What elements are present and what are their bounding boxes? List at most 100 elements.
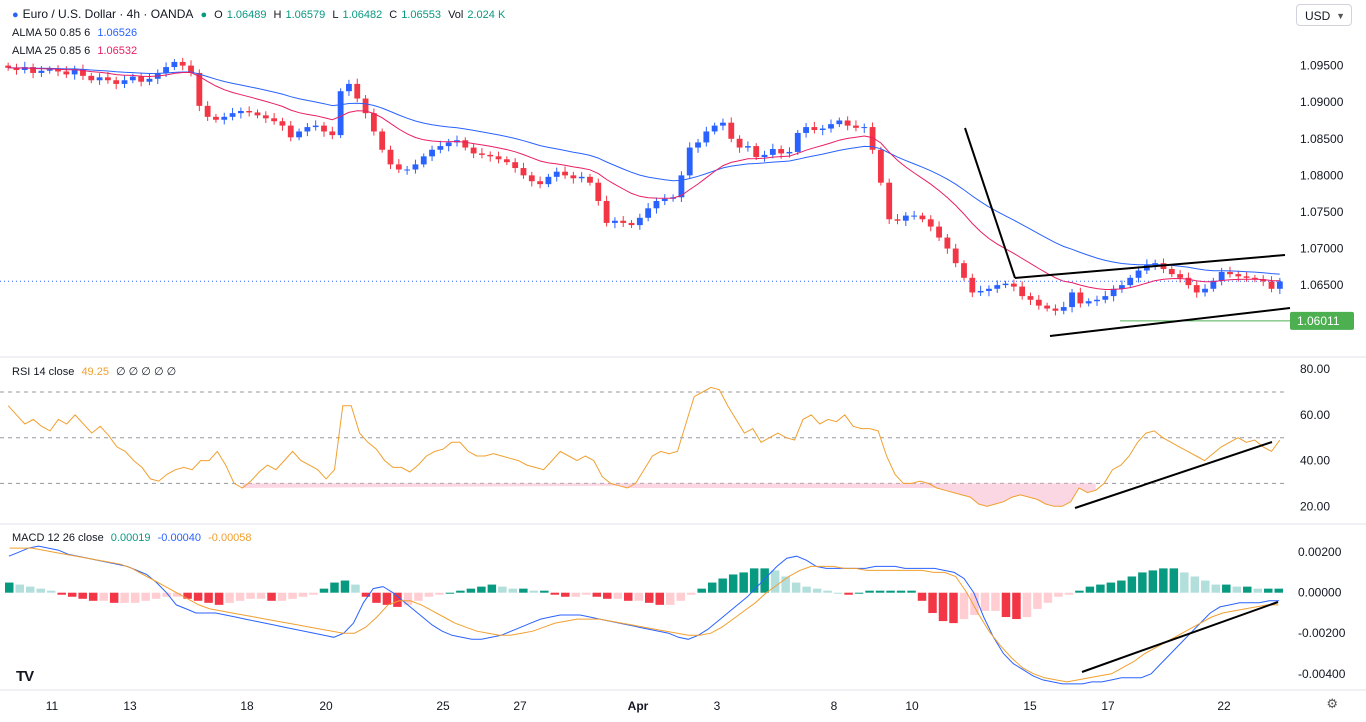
macd-hist-bar: [288, 592, 297, 599]
candle-body: [994, 285, 1001, 289]
candle-body: [1260, 279, 1267, 282]
macd-hist-bar: [1043, 592, 1053, 603]
macd-hist-bar: [1106, 582, 1116, 593]
macd-hist-bar: [319, 588, 329, 593]
macd-hist-bar: [25, 586, 35, 593]
price-y-tick: 1.09500: [1300, 59, 1344, 73]
vol-label: Vol: [448, 9, 464, 21]
macd-hist-bar: [162, 592, 171, 597]
macd-hist-bar: [760, 568, 769, 593]
candle-body: [113, 80, 120, 84]
candle-body: [1060, 307, 1067, 311]
macd-hist-bar: [67, 592, 77, 597]
tradingview-logo-icon[interactable]: TV: [16, 668, 34, 685]
macd-hist-bar: [582, 592, 591, 595]
candle-body: [196, 72, 203, 106]
alma25-legend[interactable]: ALMA 25 0.85 6 1.06532: [12, 45, 141, 57]
candle-body: [869, 127, 876, 150]
symbol-title[interactable]: Euro / U.S. Dollar · 4h · OANDA: [22, 7, 194, 21]
rsi-legend[interactable]: RSI 14 close 49.25 ∅ ∅ ∅ ∅ ∅: [12, 365, 180, 378]
macd-hist-bar: [508, 588, 518, 593]
candle-body: [1218, 271, 1225, 281]
market-status-icon: ●: [200, 9, 208, 21]
symbol-icon: ●: [12, 9, 19, 21]
ohlc-o-value: 1.06489: [226, 9, 267, 21]
candle-body: [1119, 285, 1125, 289]
candle-body: [13, 67, 20, 70]
candle-body: [612, 220, 618, 223]
x-tick-label: 15: [1023, 699, 1037, 713]
candle-body: [146, 78, 153, 82]
settings-gear-icon[interactable]: ⚙: [1326, 696, 1338, 711]
candle-body: [678, 175, 685, 198]
candle-body: [936, 226, 942, 238]
rsi-extra: ∅ ∅ ∅ ∅ ∅: [116, 366, 177, 378]
macd-hist-bar: [340, 580, 350, 593]
candle-body: [38, 70, 45, 73]
macd-hist-bar: [214, 592, 224, 605]
macd-hist-bar: [540, 590, 549, 593]
macd-hist-bar: [970, 592, 979, 615]
macd-hist-bar: [1201, 580, 1210, 593]
currency-select[interactable]: USD ▼: [1296, 4, 1352, 26]
candle-body: [636, 217, 643, 226]
candle-body: [204, 105, 211, 117]
candle-body: [1177, 274, 1184, 278]
candle-body: [911, 215, 918, 217]
macd-hist-bar: [561, 592, 570, 597]
candle-body: [104, 77, 111, 81]
macd-hist-bar: [781, 576, 790, 593]
candle-body: [370, 113, 377, 132]
macd-hist-bar: [917, 592, 927, 601]
candle-body: [55, 69, 61, 72]
macd-hist-bar: [718, 578, 727, 593]
candle-body: [844, 120, 851, 126]
candle-body: [653, 200, 660, 209]
price-y-tick: 1.06500: [1300, 278, 1344, 292]
candle-body: [803, 127, 809, 133]
alma50-legend[interactable]: ALMA 50 0.85 6 1.06526: [12, 27, 141, 39]
candle-body: [628, 222, 635, 226]
ohlc-h-label: H: [273, 9, 282, 21]
alma25-value: 1.06532: [97, 45, 138, 57]
support-label-bg: [1290, 311, 1354, 330]
macd-hist-bar: [634, 592, 643, 601]
ohlc-h-value: 1.06579: [285, 9, 326, 21]
candle-body: [88, 75, 95, 81]
x-tick-label: 20: [319, 699, 333, 713]
candle-body: [853, 125, 859, 128]
candle-body: [794, 132, 801, 152]
ohlc-c-value: 1.06553: [401, 9, 441, 21]
candle-body: [287, 125, 294, 138]
macd-hist-bar: [665, 592, 675, 605]
candle-body: [503, 159, 510, 163]
macd-hist-bar: [959, 592, 969, 620]
macd-hist-bar: [1033, 592, 1042, 609]
candle-body: [761, 154, 768, 158]
macd-hist-bar: [823, 590, 832, 593]
macd-hist-bar: [571, 592, 581, 597]
macd-legend[interactable]: MACD 12 26 close 0.00019 -0.00040 -0.000…: [12, 532, 256, 544]
x-tick-label: 3: [714, 699, 721, 713]
candle-body: [1168, 269, 1175, 275]
candle-body: [420, 156, 427, 165]
macd-hist-bar: [676, 592, 685, 601]
candle-body: [711, 125, 718, 132]
price-y-tick: 1.07500: [1300, 205, 1344, 219]
macd-hist-bar: [592, 592, 602, 597]
macd-hist-bar: [896, 590, 906, 593]
candle-body: [271, 118, 278, 122]
candle-body: [171, 61, 178, 68]
price-y-tick: 1.07000: [1300, 242, 1344, 256]
macd-hist-bar: [1159, 568, 1168, 593]
rsi-trendline: [1074, 441, 1273, 509]
macd-hist-bar: [309, 592, 318, 595]
macd-hist-bar: [707, 582, 717, 593]
rsi-value: 49.25: [81, 366, 109, 378]
candle-body: [387, 149, 394, 165]
macd-hist-bar: [812, 588, 822, 593]
candle-body: [237, 110, 244, 114]
macd-hist-bar: [865, 590, 874, 593]
